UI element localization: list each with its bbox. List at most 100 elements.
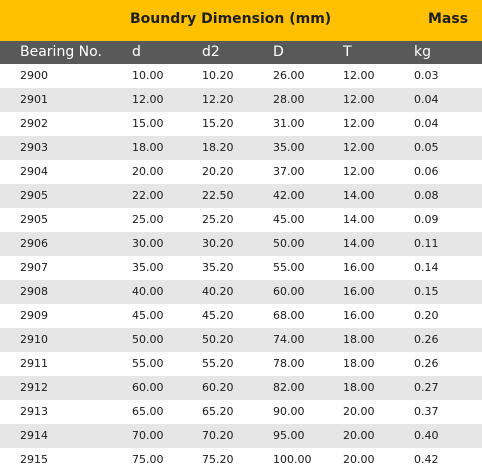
outer-d-cell: 100.00 — [273, 453, 312, 466]
d2-cell: 45.20 — [202, 309, 234, 322]
d-cell: 22.00 — [132, 189, 164, 202]
d2-cell: 30.20 — [202, 237, 234, 250]
d-cell: 15.00 — [132, 117, 164, 130]
kg-cell: 0.26 — [414, 357, 439, 370]
d2-cell: 25.20 — [202, 213, 234, 226]
bearing-no-cell: 2906 — [20, 237, 48, 250]
column-header-t: T — [343, 44, 352, 60]
bearing-no-cell: 2908 — [20, 285, 48, 298]
table-row: 2904 20.00 20.20 37.00 12.00 0.06 — [0, 160, 482, 184]
table-row: 2909 45.00 45.20 68.00 16.00 0.20 — [0, 304, 482, 328]
bearing-no-cell: 2914 — [20, 429, 48, 442]
table-row: 2907 35.00 35.20 55.00 16.00 0.14 — [0, 256, 482, 280]
outer-d-cell: 26.00 — [273, 69, 305, 82]
table-row: 2905 25.00 25.20 45.00 14.00 0.09 — [0, 208, 482, 232]
t-cell: 14.00 — [343, 237, 375, 250]
kg-cell: 0.04 — [414, 93, 439, 106]
d2-cell: 10.20 — [202, 69, 234, 82]
t-cell: 20.00 — [343, 429, 375, 442]
outer-d-cell: 82.00 — [273, 381, 305, 394]
d-cell: 65.00 — [132, 405, 164, 418]
table-row: 2902 15.00 15.20 31.00 12.00 0.04 — [0, 112, 482, 136]
d2-cell: 15.20 — [202, 117, 234, 130]
bearing-no-cell: 2907 — [20, 261, 48, 274]
bearing-no-cell: 2902 — [20, 117, 48, 130]
d2-cell: 50.20 — [202, 333, 234, 346]
kg-cell: 0.37 — [414, 405, 439, 418]
d-cell: 40.00 — [132, 285, 164, 298]
outer-d-cell: 60.00 — [273, 285, 305, 298]
kg-cell: 0.14 — [414, 261, 439, 274]
d2-cell: 75.20 — [202, 453, 234, 466]
t-cell: 16.00 — [343, 285, 375, 298]
bearing-no-cell: 2912 — [20, 381, 48, 394]
d2-cell: 20.20 — [202, 165, 234, 178]
table-row: 2911 55.00 55.20 78.00 18.00 0.26 — [0, 352, 482, 376]
t-cell: 12.00 — [343, 69, 375, 82]
t-cell: 18.00 — [343, 381, 375, 394]
bearing-no-cell: 2903 — [20, 141, 48, 154]
bearing-no-cell: 2904 — [20, 165, 48, 178]
d2-cell: 60.20 — [202, 381, 234, 394]
column-header-kg: kg — [414, 44, 431, 60]
kg-cell: 0.27 — [414, 381, 439, 394]
d-cell: 70.00 — [132, 429, 164, 442]
d2-cell: 18.20 — [202, 141, 234, 154]
kg-cell: 0.26 — [414, 333, 439, 346]
d-cell: 50.00 — [132, 333, 164, 346]
table-body: 2900 10.00 10.20 26.00 12.00 0.03 2901 12.00 12.… — [0, 64, 482, 472]
table-row: 2913 65.00 65.20 90.00 20.00 0.37 — [0, 400, 482, 424]
d2-cell: 40.20 — [202, 285, 234, 298]
d-cell: 30.00 — [132, 237, 164, 250]
d-cell: 10.00 — [132, 69, 164, 82]
t-cell: 16.00 — [343, 261, 375, 274]
column-header-outer-d: D — [273, 44, 284, 60]
boundary-dimension-label: Boundry Dimension (mm) — [130, 11, 332, 27]
bearing-no-cell: 2913 — [20, 405, 48, 418]
outer-d-cell: 78.00 — [273, 357, 305, 370]
outer-d-cell: 90.00 — [273, 405, 305, 418]
table-row: 2900 10.00 10.20 26.00 12.00 0.03 — [0, 64, 482, 88]
outer-d-cell: 45.00 — [273, 213, 305, 226]
group-header-bar: Boundry Dimension (mm) Mass — [0, 0, 482, 41]
outer-d-cell: 55.00 — [273, 261, 305, 274]
bearing-no-cell: 2905 — [20, 213, 48, 226]
t-cell: 20.00 — [343, 453, 375, 466]
kg-cell: 0.20 — [414, 309, 439, 322]
bearing-no-cell: 2909 — [20, 309, 48, 322]
outer-d-cell: 31.00 — [273, 117, 305, 130]
table-row: 2915 75.00 75.20 100.00 20.00 0.42 — [0, 448, 482, 472]
bearing-no-cell: 2911 — [20, 357, 48, 370]
t-cell: 18.00 — [343, 333, 375, 346]
outer-d-cell: 28.00 — [273, 93, 305, 106]
t-cell: 14.00 — [343, 213, 375, 226]
d-cell: 45.00 — [132, 309, 164, 322]
d2-cell: 65.20 — [202, 405, 234, 418]
d-cell: 75.00 — [132, 453, 164, 466]
bearing-no-cell: 2910 — [20, 333, 48, 346]
bearing-no-cell: 2905 — [20, 189, 48, 202]
kg-cell: 0.40 — [414, 429, 439, 442]
d2-cell: 70.20 — [202, 429, 234, 442]
t-cell: 20.00 — [343, 405, 375, 418]
d2-cell: 12.20 — [202, 93, 234, 106]
outer-d-cell: 42.00 — [273, 189, 305, 202]
t-cell: 14.00 — [343, 189, 375, 202]
kg-cell: 0.09 — [414, 213, 439, 226]
t-cell: 12.00 — [343, 165, 375, 178]
d-cell: 55.00 — [132, 357, 164, 370]
table-row: 2903 18.00 18.20 35.00 12.00 0.05 — [0, 136, 482, 160]
t-cell: 18.00 — [343, 357, 375, 370]
d2-cell: 35.20 — [202, 261, 234, 274]
column-header-d2: d2 — [202, 44, 220, 60]
d-cell: 18.00 — [132, 141, 164, 154]
d2-cell: 55.20 — [202, 357, 234, 370]
table-row: 2908 40.00 40.20 60.00 16.00 0.15 — [0, 280, 482, 304]
table-row: 2912 60.00 60.20 82.00 18.00 0.27 — [0, 376, 482, 400]
outer-d-cell: 37.00 — [273, 165, 305, 178]
kg-cell: 0.15 — [414, 285, 439, 298]
kg-cell: 0.42 — [414, 453, 439, 466]
table-row: 2906 30.00 30.20 50.00 14.00 0.11 — [0, 232, 482, 256]
bearing-no-cell: 2915 — [20, 453, 48, 466]
